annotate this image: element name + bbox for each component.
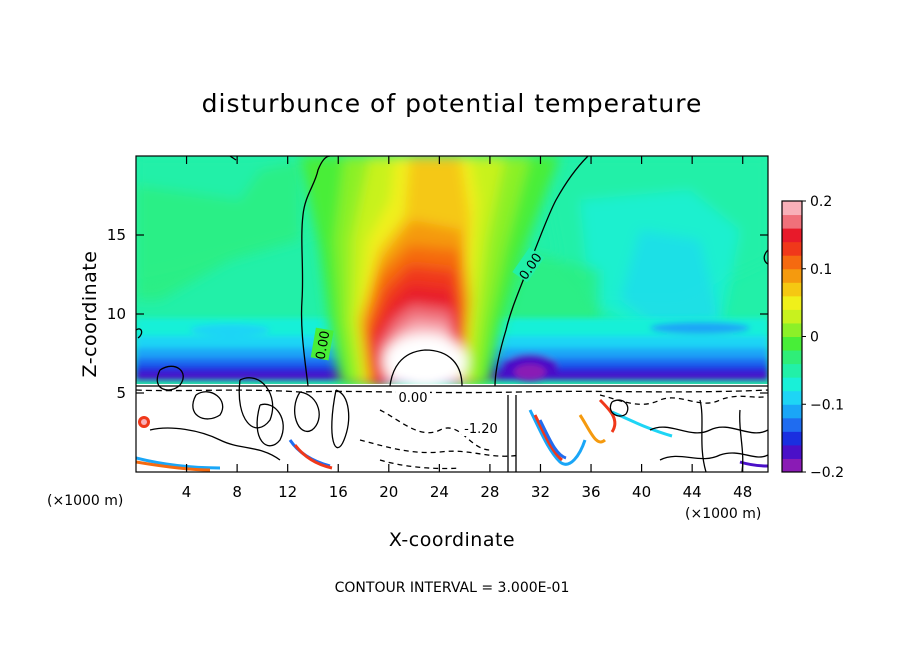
x-tick-label: 24: [430, 483, 449, 501]
x-tick-label: 12: [278, 483, 297, 501]
lower-colored-streaks: [136, 398, 768, 472]
contour-label: 0.00: [314, 330, 334, 361]
x-axis-title: X-coordinate: [389, 529, 515, 551]
contour-label: 0.00: [399, 391, 428, 406]
colorbar-swatch: [782, 268, 802, 283]
colorbar-swatch: [782, 390, 802, 405]
chart-title: disturbunce of potential temperature: [202, 89, 703, 118]
y-tick-label: 15: [107, 226, 126, 244]
colorbar-swatch: [782, 377, 802, 392]
colorbar-swatch: [782, 444, 802, 459]
colorbar-swatch: [782, 309, 802, 324]
colorbar-tick-label: 0.2: [810, 194, 832, 210]
x-tick-label: 36: [581, 483, 600, 501]
x-tick-label: 40: [632, 483, 651, 501]
colorbar-swatch: [782, 201, 802, 216]
y-tick-label: 5: [116, 384, 126, 402]
colorbar: [781, 200, 803, 473]
contour-label: -1.20: [464, 422, 498, 437]
colorbar-swatch: [782, 336, 802, 351]
contour-label-group: 0.00 0.00 0.00 -1.20: [310, 247, 546, 437]
x-tick-label: 32: [531, 483, 550, 501]
warm-blob-core: [141, 419, 147, 425]
colorbar-swatch: [782, 228, 802, 243]
colorbar-swatch: [782, 241, 802, 256]
x-unit-label-right: (×1000 m): [685, 506, 761, 522]
x-tick-label: 16: [329, 483, 348, 501]
colorbar-swatch: [782, 295, 802, 310]
contour-interval-footer: CONTOUR INTERVAL = 3.000E-01: [335, 580, 570, 596]
y-axis-title: Z-coordinate: [79, 251, 101, 378]
colorbar-swatch: [782, 404, 802, 419]
colorbar-swatch: [782, 255, 802, 270]
colorbar-swatch: [782, 431, 802, 446]
x-tick-label: 44: [683, 483, 702, 501]
x-tick-label: 48: [733, 483, 752, 501]
x-tick-label: 28: [480, 483, 499, 501]
colorbar-swatch: [782, 322, 802, 337]
colorbar-swatch: [782, 350, 802, 365]
plot-area: 0.00 0.00 0.00 -1.20: [136, 156, 768, 472]
y-axis: 5 10 15: [107, 226, 768, 402]
colorbar-tick-label: −0.1: [810, 397, 844, 413]
colorbar-swatch: [782, 417, 802, 432]
colorbar-swatch: [782, 458, 802, 473]
warm-plume: [300, 156, 560, 390]
x-tick-label: 4: [182, 483, 192, 501]
colorbar-axis: 0.2 0.1 0 −0.1 −0.2: [802, 194, 844, 481]
colorbar-tick-label: 0: [810, 330, 819, 346]
colorbar-swatch: [782, 363, 802, 378]
colorbar-tick-label: −0.2: [810, 465, 844, 481]
colorbar-swatch: [782, 282, 802, 297]
x-axis: 4 8 12 16 20 24 28 32 36 40 44 48: [182, 156, 752, 501]
colorbar-swatch: [782, 214, 802, 229]
colorbar-tick-label: 0.1: [810, 262, 832, 278]
x-unit-label-left: (×1000 m): [47, 493, 123, 509]
x-tick-label: 20: [379, 483, 398, 501]
x-tick-label: 8: [232, 483, 242, 501]
y-tick-label: 10: [107, 305, 126, 323]
